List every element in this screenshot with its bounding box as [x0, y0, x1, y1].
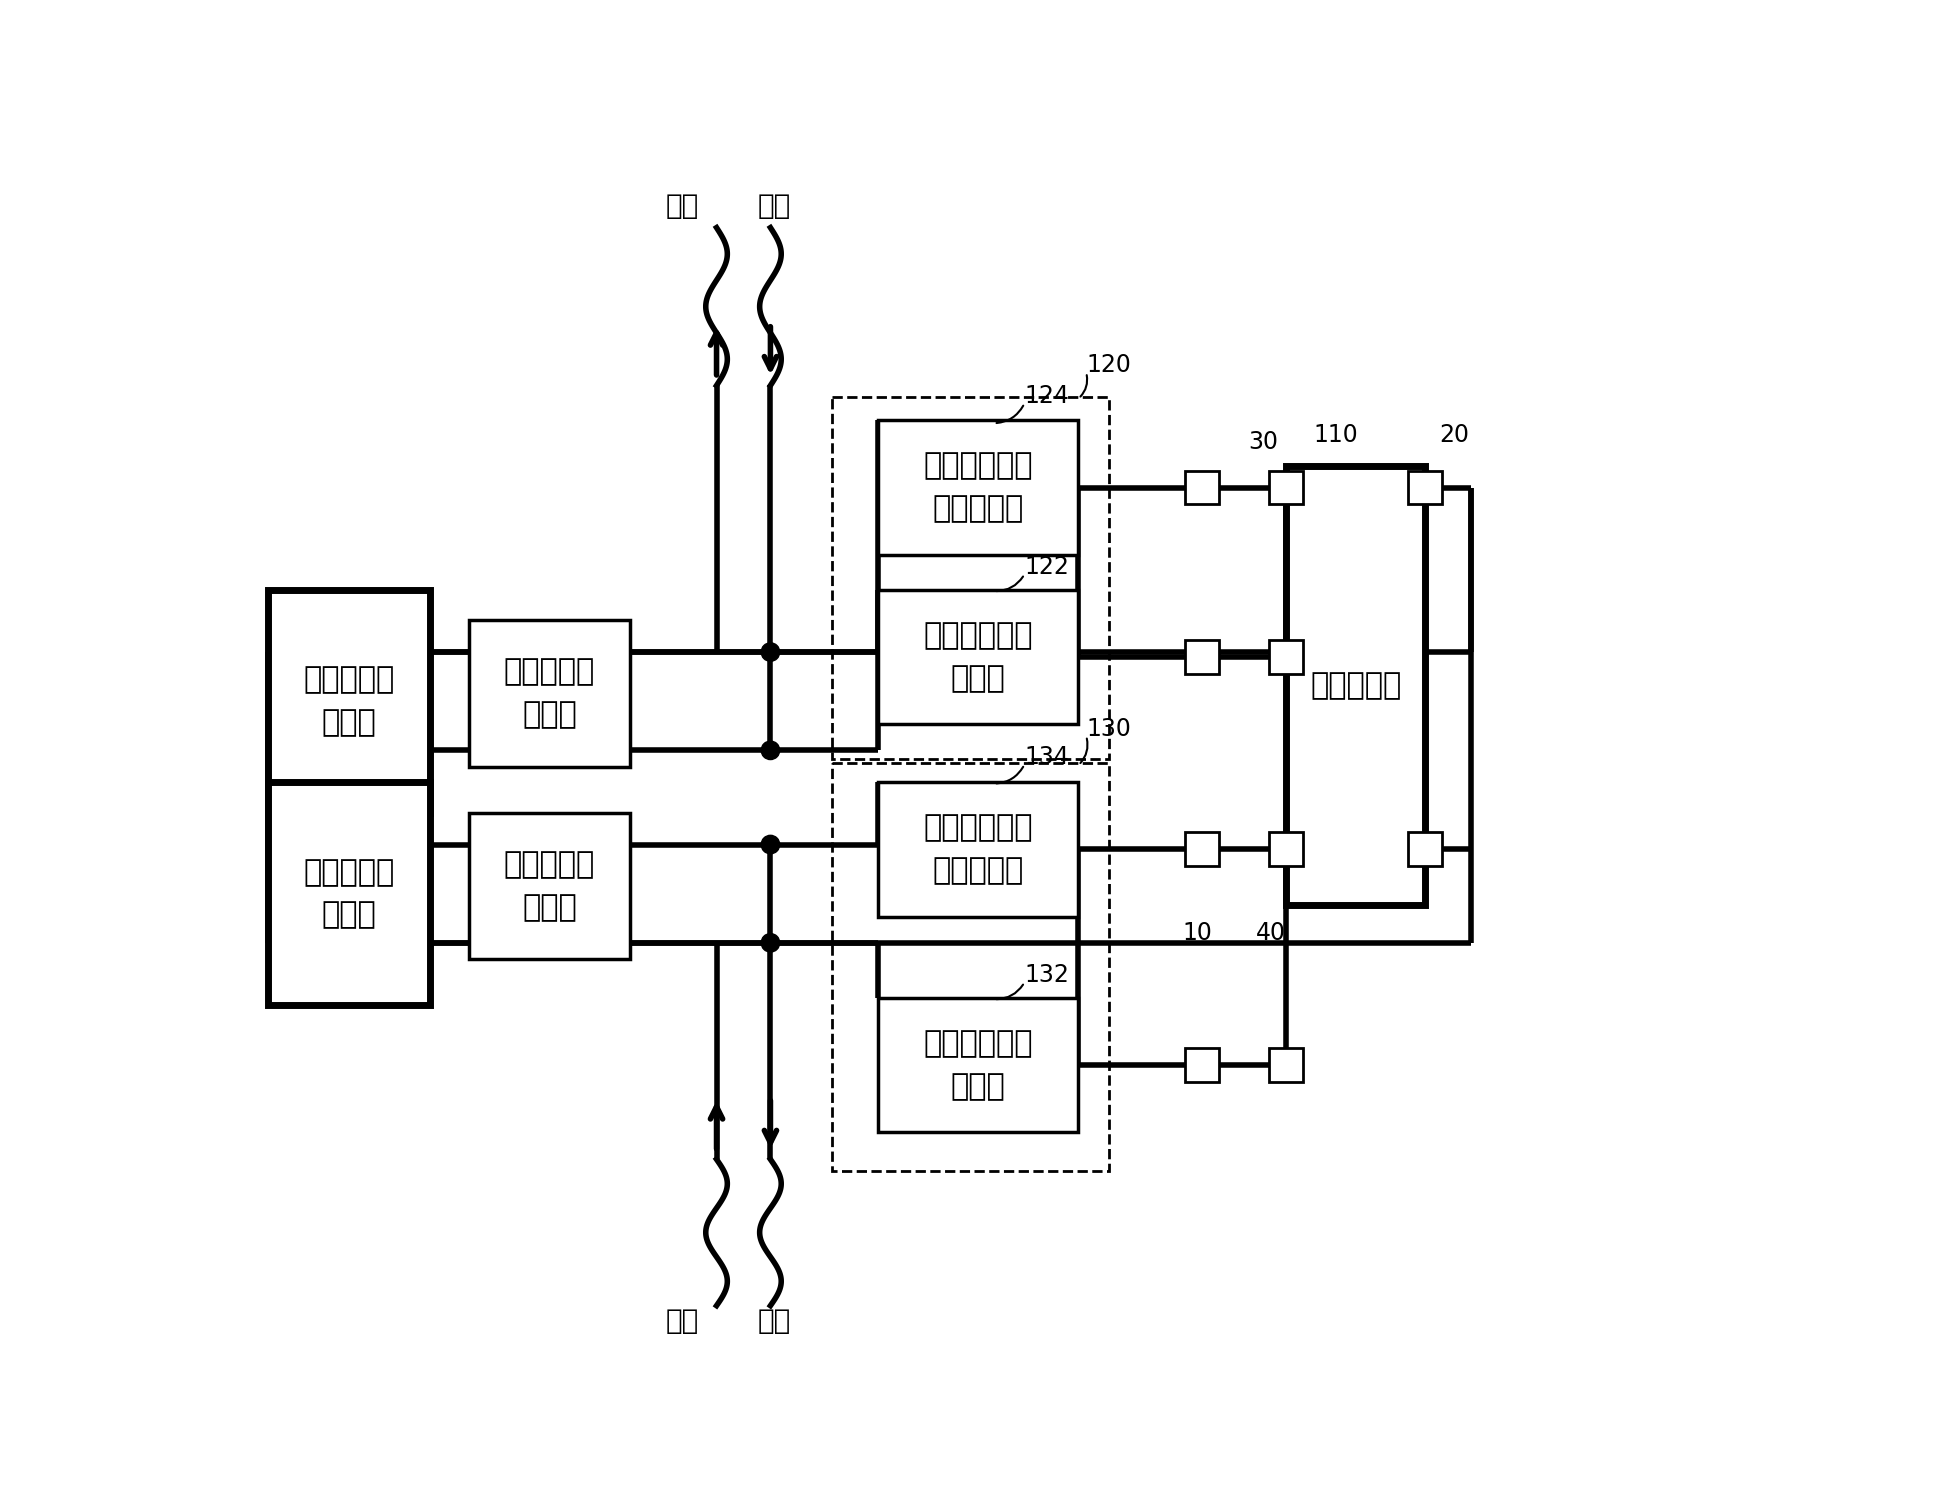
Bar — [1270, 833, 1303, 866]
Bar — [1270, 1048, 1303, 1083]
Circle shape — [761, 643, 780, 661]
Text: 第一冷冻水流
量调节管路: 第一冷冻水流 量调节管路 — [923, 452, 1034, 523]
Text: 122: 122 — [1024, 555, 1069, 579]
Text: 低区水冷空
调主机: 低区水冷空 调主机 — [304, 857, 395, 930]
Text: 冷冻水进水分
支管路: 冷冻水进水分 支管路 — [923, 621, 1034, 692]
Circle shape — [761, 933, 780, 953]
Text: 低供: 低供 — [757, 1306, 792, 1335]
Text: 冷冻水回水分
支管路: 冷冻水回水分 支管路 — [923, 1030, 1034, 1101]
Bar — [1407, 833, 1442, 866]
Text: 第二冷冻水流
量调节管路: 第二冷冻水流 量调节管路 — [923, 813, 1034, 886]
Bar — [269, 590, 430, 813]
Bar — [879, 420, 1078, 555]
Text: 110: 110 — [1313, 423, 1357, 446]
Text: 132: 132 — [1024, 963, 1069, 987]
Text: 10: 10 — [1183, 921, 1212, 945]
Bar — [469, 813, 631, 959]
Circle shape — [761, 835, 780, 854]
Bar — [269, 782, 430, 1005]
Text: 130: 130 — [1086, 717, 1131, 741]
Bar — [1270, 470, 1303, 505]
Text: 板式换热器: 板式换热器 — [1311, 671, 1402, 700]
Text: 20: 20 — [1438, 423, 1469, 446]
Text: 40: 40 — [1256, 921, 1286, 945]
Text: 低回: 低回 — [666, 1306, 699, 1335]
Bar — [879, 782, 1078, 916]
Bar — [879, 998, 1078, 1132]
Bar — [469, 620, 631, 767]
Text: 124: 124 — [1024, 384, 1069, 408]
Circle shape — [761, 741, 780, 759]
Bar — [832, 762, 1109, 1170]
Bar — [1185, 1048, 1218, 1083]
Text: 低区冷冻水
循环泵: 低区冷冻水 循环泵 — [503, 850, 594, 922]
Bar — [832, 398, 1109, 759]
Text: 高供: 高供 — [666, 192, 699, 219]
Text: 高区水冷空
调主机: 高区水冷空 调主机 — [304, 665, 395, 736]
Bar — [1286, 466, 1425, 906]
Text: 高回: 高回 — [757, 192, 792, 219]
Bar — [1185, 640, 1218, 674]
Bar — [1407, 470, 1442, 505]
Text: 134: 134 — [1024, 745, 1069, 770]
Bar — [879, 590, 1078, 724]
Text: 高区冷冻水
循环泵: 高区冷冻水 循环泵 — [503, 658, 594, 729]
Text: 30: 30 — [1249, 431, 1278, 455]
Bar — [1270, 640, 1303, 674]
Bar — [1185, 833, 1218, 866]
Text: 120: 120 — [1086, 354, 1131, 378]
Bar — [1185, 470, 1218, 505]
